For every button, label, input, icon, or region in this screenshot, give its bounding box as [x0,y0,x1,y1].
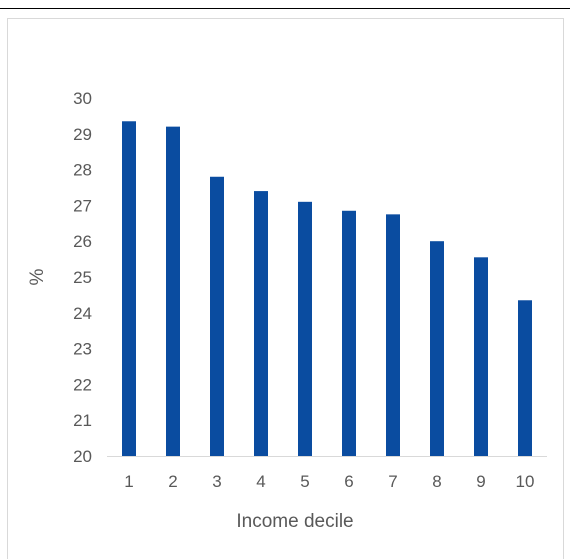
bar [166,126,180,456]
y-axis-ticks: 20 21 22 23 24 25 26 27 28 29 30 [73,89,92,466]
bar [254,191,268,456]
y-tick-label: 21 [73,411,92,430]
bar [474,257,488,456]
y-tick-label: 23 [73,340,92,359]
x-tick-label: 8 [432,472,441,491]
chart-frame [7,18,564,559]
top-rule [0,8,570,9]
y-axis-title: % [27,268,48,285]
x-axis-ticks: 1 2 3 4 5 6 7 8 9 10 [124,472,534,491]
x-tick-label: 2 [168,472,177,491]
bar [386,214,400,456]
bar [298,201,312,456]
y-tick-label: 26 [73,232,92,251]
y-tick-label: 25 [73,268,92,287]
x-tick-label: 9 [476,472,485,491]
x-tick-label: 1 [124,472,133,491]
bars [122,121,532,457]
x-tick-label: 5 [300,472,309,491]
y-tick-label: 22 [73,375,92,394]
bar [122,121,136,457]
x-tick-label: 10 [516,472,535,491]
y-tick-label: 27 [73,196,92,215]
x-axis-title: Income decile [236,511,353,532]
y-tick-label: 24 [73,304,92,323]
x-tick-label: 7 [388,472,397,491]
y-tick-label: 28 [73,161,92,180]
x-tick-label: 3 [212,472,221,491]
x-tick-label: 4 [256,472,265,491]
y-tick-label: 20 [73,447,92,466]
bar [518,300,532,456]
y-tick-label: 29 [73,125,92,144]
bar [210,176,224,456]
x-tick-label: 6 [344,472,353,491]
bar [430,241,444,456]
bar [342,210,356,456]
y-tick-label: 30 [73,89,92,108]
